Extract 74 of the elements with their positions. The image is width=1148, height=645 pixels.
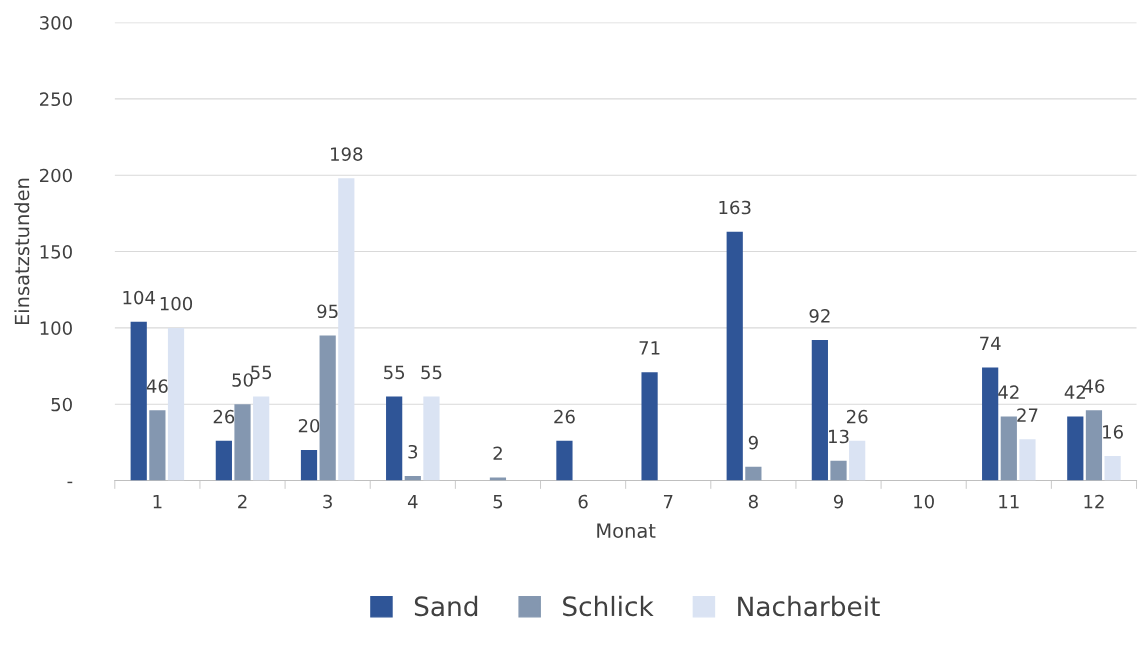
y-tick-label: 150 bbox=[40, 245, 72, 259]
bar bbox=[641, 372, 658, 481]
data-label: 2 bbox=[493, 446, 502, 460]
bar bbox=[1019, 439, 1036, 481]
bar bbox=[300, 450, 318, 481]
data-label: 42 bbox=[1064, 385, 1085, 399]
bar bbox=[386, 396, 403, 481]
data-label: 55 bbox=[421, 365, 442, 380]
data-label: 26 bbox=[554, 409, 575, 424]
bar bbox=[830, 460, 847, 481]
bar bbox=[130, 321, 147, 481]
x-tick-label: 1 bbox=[153, 494, 162, 509]
y-tick-label: 300 bbox=[40, 16, 72, 30]
x-tick-label: 11 bbox=[999, 494, 1019, 509]
data-label: 26 bbox=[847, 409, 868, 424]
legend-label: Schlick bbox=[563, 595, 654, 617]
x-tick-label: 10 bbox=[914, 494, 934, 509]
bar bbox=[489, 477, 507, 481]
data-label: 163 bbox=[719, 200, 751, 215]
x-tick-label: 5 bbox=[493, 494, 503, 509]
y-tick-label: 100 bbox=[40, 321, 72, 335]
bar bbox=[338, 178, 355, 481]
data-label: 50 bbox=[232, 373, 253, 387]
bar bbox=[423, 396, 440, 481]
data-label: 42 bbox=[998, 385, 1019, 399]
data-label: 92 bbox=[809, 309, 830, 323]
data-label: 13 bbox=[829, 429, 849, 444]
x-tick-label: 9 bbox=[833, 494, 843, 509]
bar bbox=[215, 440, 232, 481]
x-tick-label: 3 bbox=[323, 494, 332, 509]
bar bbox=[556, 440, 573, 481]
bar bbox=[726, 231, 743, 481]
x-tick-label: 6 bbox=[578, 494, 588, 509]
bar bbox=[149, 410, 166, 481]
bar bbox=[1085, 410, 1103, 481]
y-tick-label: 50 bbox=[51, 397, 72, 412]
x-tick-label: 4 bbox=[407, 494, 418, 509]
x-tick-label: 12 bbox=[1084, 494, 1104, 509]
data-label: 55 bbox=[384, 365, 405, 380]
data-label: 100 bbox=[160, 296, 193, 311]
bar bbox=[319, 335, 336, 481]
data-label: 46 bbox=[1083, 379, 1105, 393]
data-label: 9 bbox=[748, 435, 758, 450]
y-tick-label: 250 bbox=[39, 92, 72, 107]
legend-label: Sand bbox=[414, 595, 478, 617]
bar bbox=[982, 367, 999, 481]
data-label: 95 bbox=[317, 304, 338, 319]
data-label: 74 bbox=[980, 336, 1001, 350]
x-tick-label: 8 bbox=[748, 494, 758, 509]
y-tick-label: - bbox=[67, 481, 73, 484]
data-label: 71 bbox=[639, 341, 660, 355]
legend-label: Nacharbeit bbox=[738, 595, 880, 617]
bar bbox=[849, 440, 866, 481]
data-label: 27 bbox=[1017, 408, 1038, 422]
y-tick-label: 200 bbox=[39, 168, 72, 183]
bar bbox=[745, 466, 762, 481]
data-label: 3 bbox=[408, 444, 418, 459]
x-axis-title: Monat bbox=[597, 523, 656, 539]
bar bbox=[167, 327, 185, 481]
y-axis-title: Einsatzstunden bbox=[14, 178, 30, 325]
data-label: 104 bbox=[123, 290, 155, 305]
bar bbox=[1000, 416, 1017, 481]
data-label: 16 bbox=[1103, 425, 1123, 439]
data-label: 20 bbox=[298, 418, 320, 433]
bar bbox=[234, 404, 251, 481]
data-label: 26 bbox=[213, 409, 235, 424]
x-tick-label: 2 bbox=[238, 494, 247, 509]
bar bbox=[1104, 456, 1121, 481]
data-label: 198 bbox=[331, 147, 363, 161]
bar bbox=[253, 396, 270, 481]
data-label: 55 bbox=[251, 365, 272, 380]
bar bbox=[1067, 416, 1084, 481]
bar bbox=[811, 340, 828, 481]
x-tick-label: 7 bbox=[663, 494, 673, 509]
